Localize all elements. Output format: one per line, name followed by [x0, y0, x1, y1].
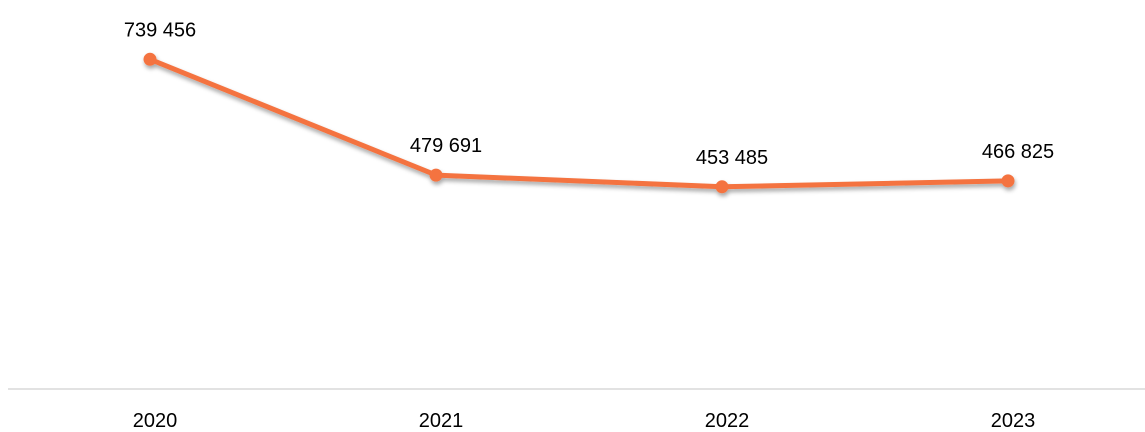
- data-label-2023: 466 825: [982, 141, 1054, 163]
- data-point-2021: [429, 168, 443, 182]
- x-tick-label-2023: 2023: [991, 410, 1036, 432]
- data-labels: 739 456 479 691 453 485 466 825: [124, 19, 1054, 169]
- data-label-2021: 479 691: [410, 135, 482, 157]
- series-group: [143, 52, 1015, 194]
- data-label-2022: 453 485: [696, 147, 768, 169]
- data-point-2023: [1001, 174, 1015, 188]
- data-label-2020: 739 456: [124, 19, 196, 41]
- x-tick-label-2021: 2021: [419, 410, 464, 432]
- data-point-2020: [143, 52, 157, 66]
- data-point-2022: [715, 180, 729, 194]
- x-tick-label-2022: 2022: [705, 410, 750, 432]
- x-tick-label-2020: 2020: [133, 410, 178, 432]
- series-line: [147, 56, 1011, 190]
- x-tick-labels: 2020 2021 2022 2023: [133, 410, 1036, 432]
